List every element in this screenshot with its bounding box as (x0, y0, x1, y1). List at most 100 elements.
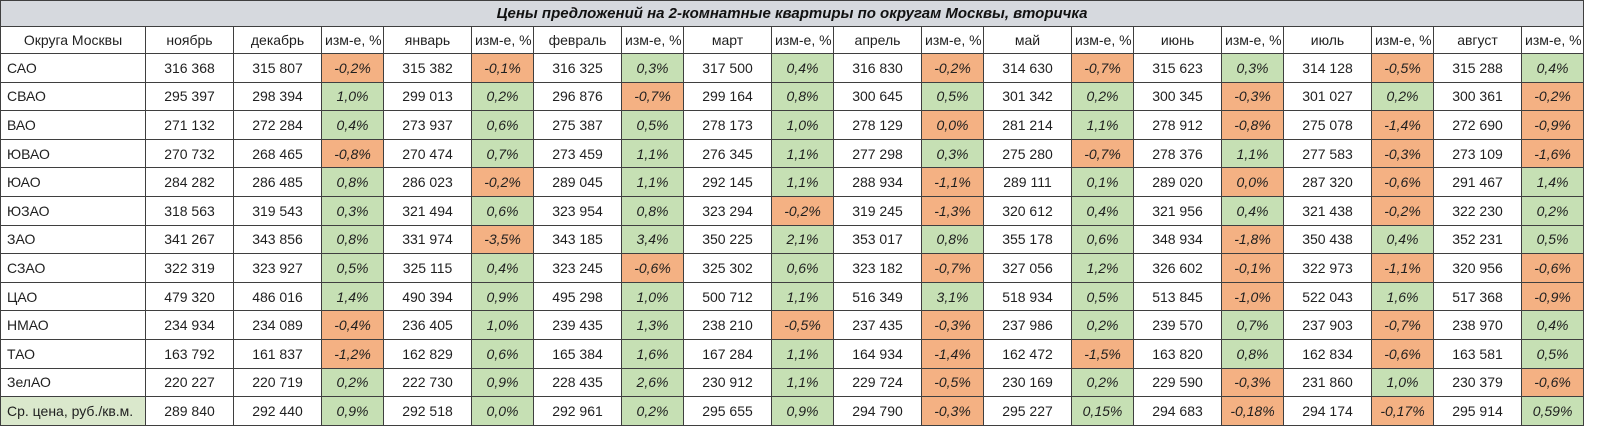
change-cell: 0,4% (1071, 195, 1134, 226)
column-header: изм-е, % (1371, 26, 1434, 54)
table-row: ЗелАО 220 227 220 719 0,2% 222 730 0,9% 228 43… (0, 367, 1585, 398)
change-cell: 0,9% (321, 396, 384, 426)
title-row: Цены предложений на 2-комнатные квартиры… (0, 0, 1585, 27)
price-cell: 268 465 (233, 138, 322, 169)
change-cell: -0,3% (1221, 81, 1284, 112)
change-cell: 0,0% (1221, 167, 1284, 197)
price-cell: 275 387 (533, 110, 622, 140)
change-cell: 0,59% (1520, 396, 1585, 426)
price-cell: 314 630 (983, 53, 1072, 83)
table-row: НМАО 234 934 234 089 -0,4% 236 405 1,0% 239 43… (0, 310, 1585, 340)
change-cell: -0,4% (321, 310, 384, 340)
price-cell: 295 655 (683, 396, 772, 426)
column-header: июль (1283, 26, 1372, 54)
change-cell: -0,2% (1520, 81, 1585, 112)
change-cell: -0,7% (921, 253, 984, 283)
price-cell: 295 227 (983, 396, 1072, 426)
change-cell: 0,7% (1221, 310, 1284, 340)
price-cell: 295 914 (1433, 396, 1522, 426)
change-cell: 1,3% (621, 310, 684, 340)
price-cell: 162 472 (983, 338, 1072, 369)
price-cell: 229 724 (833, 367, 922, 398)
price-cell: 291 467 (1433, 167, 1522, 197)
column-header: изм-е, % (1071, 26, 1134, 54)
change-cell: 0,0% (921, 110, 984, 140)
change-cell: 0,5% (321, 253, 384, 283)
price-cell: 315 382 (383, 53, 472, 83)
district-label: ЮВАО (0, 138, 146, 169)
change-cell: 2,6% (621, 367, 684, 398)
price-cell: 319 543 (233, 195, 322, 226)
price-cell: 220 227 (145, 367, 234, 398)
table-row: СЗАО 322 319 323 927 0,5% 325 115 0,4% 323 245… (0, 253, 1585, 283)
price-cell: 315 623 (1133, 53, 1222, 83)
district-label: НМАО (0, 310, 146, 340)
price-cell: 486 016 (233, 281, 322, 312)
price-cell: 287 320 (1283, 167, 1372, 197)
price-cell: 229 590 (1133, 367, 1222, 398)
price-cell: 270 732 (145, 138, 234, 169)
price-cell: 327 056 (983, 253, 1072, 283)
change-cell: 0,8% (771, 81, 834, 112)
change-cell: 0,5% (1520, 338, 1585, 369)
price-cell: 234 934 (145, 310, 234, 340)
table-row: ЮЗАО 318 563 319 543 0,3% 321 494 0,6% 323 954… (0, 195, 1585, 226)
price-cell: 228 435 (533, 367, 622, 398)
district-label: СВАО (0, 81, 146, 112)
price-cell: 298 394 (233, 81, 322, 112)
price-cell: 286 023 (383, 167, 472, 197)
change-cell: -1,2% (321, 338, 384, 369)
change-cell: -0,1% (471, 53, 534, 83)
price-cell: 495 298 (533, 281, 622, 312)
price-cell: 518 934 (983, 281, 1072, 312)
change-cell: 0,5% (1520, 224, 1585, 255)
price-cell: 239 435 (533, 310, 622, 340)
price-cell: 323 927 (233, 253, 322, 283)
price-cell: 278 376 (1133, 138, 1222, 169)
price-cell: 301 027 (1283, 81, 1372, 112)
column-header: изм-е, % (621, 26, 684, 54)
change-cell: -0,5% (921, 367, 984, 398)
price-cell: 353 017 (833, 224, 922, 255)
column-header: март (683, 26, 772, 54)
change-cell: 1,1% (1071, 110, 1134, 140)
change-cell: -0,9% (1520, 281, 1585, 312)
change-cell: -0,8% (321, 138, 384, 169)
price-cell: 343 856 (233, 224, 322, 255)
price-cell: 299 013 (383, 81, 472, 112)
table-row: САО 316 368 315 807 -0,2% 315 382 -0,1% 316 32… (0, 53, 1585, 83)
change-cell: 0,2% (1071, 367, 1134, 398)
change-cell: -0,2% (321, 53, 384, 83)
price-cell: 315 288 (1433, 53, 1522, 83)
price-cell: 355 178 (983, 224, 1072, 255)
price-cell: 326 602 (1133, 253, 1222, 283)
price-cell: 300 345 (1133, 81, 1222, 112)
change-cell: 0,8% (921, 224, 984, 255)
change-cell: -0,18% (1221, 396, 1284, 426)
column-header: изм-е, % (1221, 26, 1284, 54)
price-cell: 277 298 (833, 138, 922, 169)
change-cell: 0,4% (1221, 195, 1284, 226)
price-cell: 230 379 (1433, 367, 1522, 398)
change-cell: 0,5% (1071, 281, 1134, 312)
change-cell: 0,8% (1221, 338, 1284, 369)
change-cell: -0,7% (1371, 310, 1434, 340)
price-cell: 314 128 (1283, 53, 1372, 83)
change-cell: 1,1% (771, 167, 834, 197)
change-cell: -0,8% (1221, 110, 1284, 140)
change-cell: 0,2% (1520, 195, 1585, 226)
change-cell: 0,4% (1520, 53, 1585, 83)
price-cell: 163 792 (145, 338, 234, 369)
change-cell: 0,4% (471, 253, 534, 283)
price-cell: 278 173 (683, 110, 772, 140)
change-cell: -0,3% (921, 396, 984, 426)
change-cell: 0,4% (771, 53, 834, 83)
change-cell: 0,2% (621, 396, 684, 426)
price-cell: 318 563 (145, 195, 234, 226)
change-cell: -0,3% (921, 310, 984, 340)
district-label: ТАО (0, 338, 146, 369)
price-cell: 161 837 (233, 338, 322, 369)
district-label: ЗАО (0, 224, 146, 255)
change-cell: -1,4% (921, 338, 984, 369)
